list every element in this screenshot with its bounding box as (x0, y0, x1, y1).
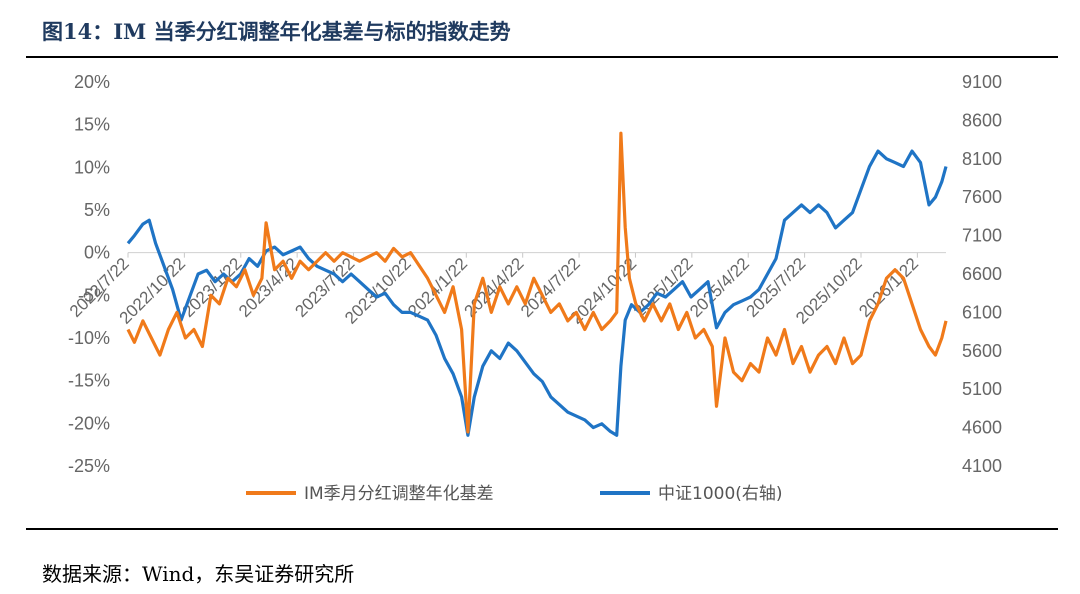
y-left-tick-label: -10% (68, 328, 110, 348)
y-left-tick-label: -20% (68, 413, 110, 433)
y-right-tick-label: 7100 (962, 226, 1002, 246)
x-tick-label: 2026/1/22 (855, 254, 922, 321)
series-line-basis (126, 131, 948, 434)
y-left-tick-label: -5% (78, 285, 110, 305)
y-left-tick-label: 20% (74, 72, 110, 92)
y-right-tick-label: 5600 (962, 341, 1002, 361)
chart: 20% 15% 10% 5% 0% -5% -10% -15% -20% -25% 9100 8600… (66, 72, 1002, 504)
y-right-tick-label: 9100 (962, 72, 1002, 92)
y-left-tick-label: 10% (74, 157, 110, 177)
y-right-tick-label: 6100 (962, 302, 1002, 322)
y-left-tick-label: -25% (68, 456, 110, 476)
source-note: 数据来源：Wind，东吴证券研究所 (42, 562, 355, 586)
y-left-tick-label: -15% (68, 371, 110, 391)
y-right-tick-label: 8600 (962, 110, 1002, 130)
x-tick-label: 2024/1/22 (404, 254, 471, 321)
top-rule (26, 56, 1058, 58)
y-right-tick-label: 7600 (962, 187, 1002, 207)
y-left-tick-label: 0% (84, 243, 110, 263)
legend-label: 中证1000(右轴) (658, 484, 783, 504)
y-left-tick-label: 5% (84, 200, 110, 220)
y-right-tick-label: 6600 (962, 264, 1002, 284)
x-tick-label: 2025/4/22 (686, 254, 753, 321)
y-right-tick-label: 5100 (962, 379, 1002, 399)
y-left-tick-label: 15% (74, 115, 110, 135)
y-right-tick-label: 4600 (962, 418, 1002, 438)
figure-title: 图14：IM 当季分红调整年化基差与标的指数走势 (42, 19, 511, 44)
bottom-rule (26, 528, 1058, 530)
legend-label: IM季月分红调整年化基差 (304, 484, 494, 504)
y-right-tick-label: 8100 (962, 149, 1002, 169)
y-right-tick-label: 4100 (962, 456, 1002, 476)
